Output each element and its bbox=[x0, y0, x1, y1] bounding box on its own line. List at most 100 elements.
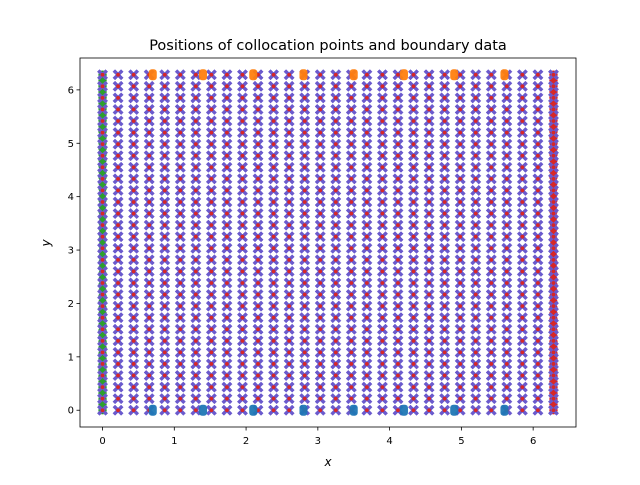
y-tick-label: 6 bbox=[68, 85, 74, 96]
collocation-center bbox=[209, 304, 214, 309]
collocation-center bbox=[287, 130, 292, 135]
collocation-center bbox=[100, 84, 105, 89]
collocation-center bbox=[131, 338, 136, 343]
collocation-center bbox=[162, 72, 167, 77]
collocation-center bbox=[396, 234, 400, 239]
collocation-center bbox=[178, 211, 183, 216]
collocation-center bbox=[427, 269, 431, 274]
collocation-center bbox=[302, 396, 307, 401]
collocation-center bbox=[380, 257, 385, 262]
collocation-center bbox=[364, 408, 369, 413]
collocation-center bbox=[551, 246, 556, 251]
collocation-center bbox=[504, 200, 509, 204]
collocation-center bbox=[162, 304, 167, 309]
collocation-center bbox=[411, 84, 416, 89]
collocation-center bbox=[442, 385, 447, 389]
collocation-center bbox=[473, 350, 478, 355]
collocation-center bbox=[162, 327, 167, 332]
collocation-center bbox=[162, 373, 167, 378]
collocation-center bbox=[256, 223, 260, 228]
collocation-center bbox=[131, 107, 136, 112]
collocation-center bbox=[178, 107, 183, 112]
collocation-center bbox=[100, 315, 105, 320]
collocation-center bbox=[318, 142, 323, 147]
collocation-center bbox=[333, 338, 338, 343]
collocation-center bbox=[131, 327, 136, 332]
x-tick-label: 0 bbox=[99, 436, 105, 447]
collocation-center bbox=[333, 304, 338, 309]
collocation-center bbox=[256, 281, 260, 285]
collocation-center bbox=[458, 200, 463, 204]
collocation-center bbox=[380, 95, 385, 100]
collocation-center bbox=[193, 211, 198, 216]
collocation-center bbox=[271, 165, 276, 170]
collocation-center bbox=[100, 107, 105, 112]
collocation-center bbox=[364, 385, 369, 389]
collocation-center bbox=[536, 257, 540, 262]
collocation-center bbox=[551, 200, 556, 204]
collocation-center bbox=[178, 350, 183, 355]
collocation-center bbox=[349, 142, 354, 147]
collocation-center bbox=[427, 315, 431, 320]
collocation-center bbox=[162, 257, 167, 262]
collocation-center bbox=[349, 396, 354, 401]
collocation-center bbox=[380, 223, 385, 228]
collocation-center bbox=[551, 95, 556, 100]
collocation-center bbox=[473, 246, 478, 251]
collocation-center bbox=[100, 200, 105, 204]
collocation-center bbox=[442, 165, 447, 170]
collocation-center bbox=[131, 176, 136, 181]
collocation-center bbox=[147, 281, 152, 285]
collocation-center bbox=[442, 142, 447, 147]
collocation-center bbox=[349, 257, 354, 262]
collocation-center bbox=[427, 292, 431, 297]
x-tick-label: 2 bbox=[243, 436, 249, 447]
collocation-center bbox=[271, 153, 276, 158]
collocation-center bbox=[349, 211, 354, 216]
collocation-center bbox=[100, 130, 105, 135]
collocation-center bbox=[473, 211, 478, 216]
collocation-center bbox=[396, 385, 400, 389]
collocation-center bbox=[504, 153, 509, 158]
collocation-center bbox=[162, 95, 167, 100]
collocation-center bbox=[178, 95, 183, 100]
collocation-center bbox=[427, 165, 431, 170]
collocation-center bbox=[302, 385, 307, 389]
boundary-top-point bbox=[349, 69, 358, 81]
collocation-center bbox=[287, 84, 292, 89]
collocation-center bbox=[178, 246, 183, 251]
collocation-center bbox=[131, 385, 136, 389]
collocation-center bbox=[551, 338, 556, 343]
collocation-center bbox=[504, 304, 509, 309]
collocation-center bbox=[489, 304, 494, 309]
collocation-center bbox=[396, 223, 400, 228]
collocation-center bbox=[116, 107, 120, 112]
collocation-center bbox=[504, 165, 509, 170]
collocation-center bbox=[349, 246, 354, 251]
collocation-center bbox=[147, 304, 152, 309]
collocation-center bbox=[442, 200, 447, 204]
collocation-center bbox=[240, 327, 245, 332]
collocation-center bbox=[240, 315, 245, 320]
collocation-center bbox=[551, 396, 556, 401]
collocation-center bbox=[209, 257, 214, 262]
collocation-center bbox=[458, 304, 463, 309]
collocation-center bbox=[489, 292, 494, 297]
collocation-center bbox=[411, 350, 416, 355]
collocation-center bbox=[193, 234, 198, 239]
collocation-center bbox=[364, 315, 369, 320]
collocation-center bbox=[411, 396, 416, 401]
collocation-center bbox=[271, 188, 276, 193]
collocation-center bbox=[333, 223, 338, 228]
collocation-center bbox=[302, 211, 307, 216]
collocation-center bbox=[193, 188, 198, 193]
collocation-center bbox=[116, 338, 120, 343]
collocation-center bbox=[396, 188, 400, 193]
collocation-center bbox=[504, 281, 509, 285]
collocation-center bbox=[489, 84, 494, 89]
boundary-bottom-point bbox=[249, 404, 258, 416]
collocation-center bbox=[256, 95, 260, 100]
collocation-center bbox=[396, 246, 400, 251]
collocation-center bbox=[318, 281, 323, 285]
